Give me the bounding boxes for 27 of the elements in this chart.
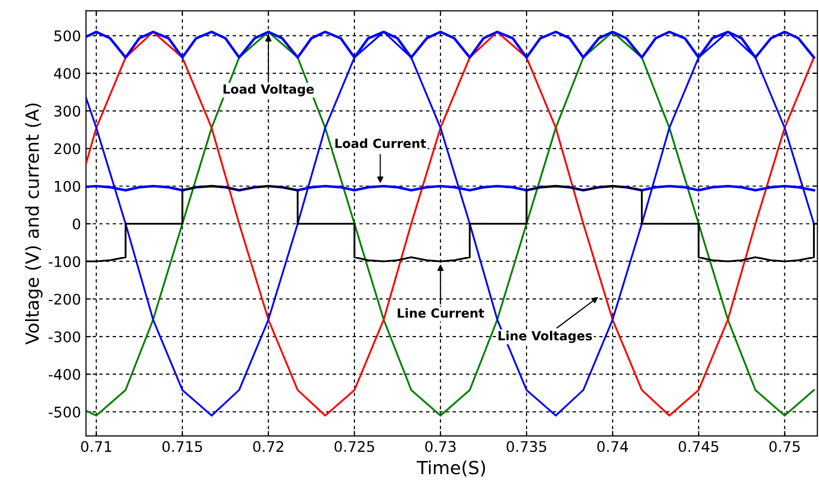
x-tick-label: 0.725 <box>334 441 374 452</box>
y-tick-label: -500 <box>48 406 80 418</box>
annotation: Load Current <box>335 138 426 148</box>
x-tick-label: 0.72 <box>253 441 284 452</box>
y-tick-label: 200 <box>54 143 80 154</box>
y-tick-label: -200 <box>48 294 80 305</box>
x-axis-title: Time(S) <box>416 460 485 477</box>
y-tick-label: 100 <box>54 180 80 192</box>
x-tick-label: 0.73 <box>425 441 456 452</box>
annotation: Line Current <box>398 308 484 318</box>
x-tick-label: 0.75 <box>769 441 800 452</box>
y-tick-label: 500 <box>54 30 80 42</box>
annotation: Load Voltage <box>224 84 314 96</box>
x-tick-label: 0.735 <box>506 441 546 452</box>
y-axis-title: Voltage (V) and current (A) <box>25 104 42 345</box>
y-tick-label: 400 <box>54 68 80 80</box>
line-series <box>86 30 815 417</box>
y-tick-label: -300 <box>48 331 80 342</box>
y-tick-label: 300 <box>54 106 80 117</box>
y-tick-label: -400 <box>48 368 80 380</box>
annotation: Line Voltages <box>498 330 592 343</box>
x-tick-label: 0.745 <box>678 441 718 452</box>
x-tick-label: 0.715 <box>162 441 202 452</box>
x-tick-label: 0.71 <box>81 441 112 452</box>
y-tick-label: 0 <box>72 218 80 230</box>
x-tick-label: 0.74 <box>597 441 628 452</box>
y-tick-label: -100 <box>48 256 80 268</box>
